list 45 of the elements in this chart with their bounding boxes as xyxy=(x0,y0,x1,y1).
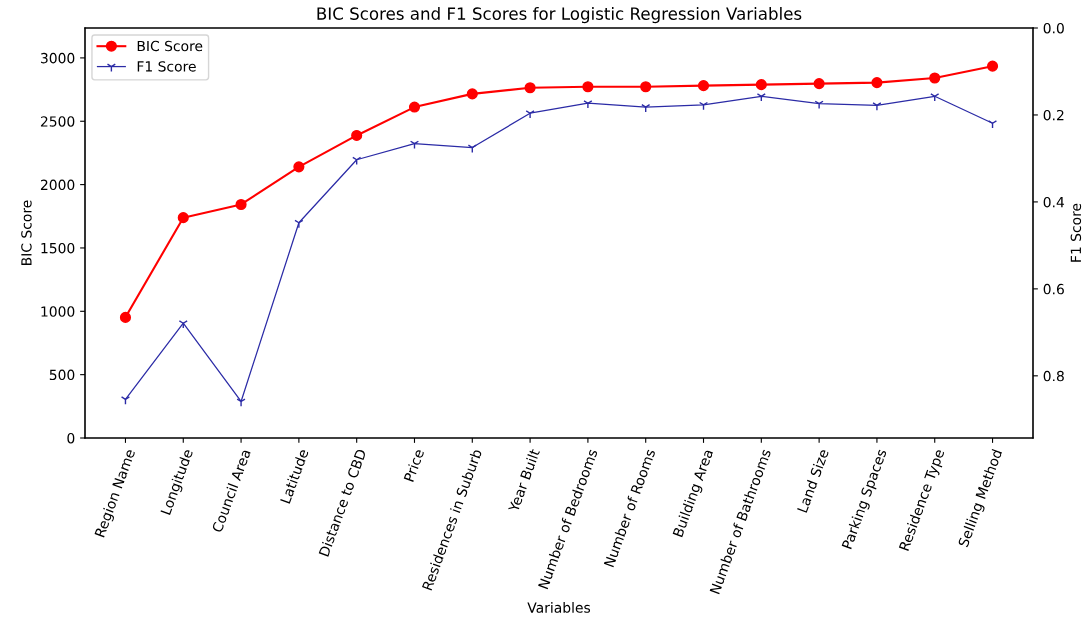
y2-axis-title: F1 Score xyxy=(1070,203,1082,262)
point xyxy=(293,161,305,173)
y-tick-label: 0 xyxy=(67,432,75,444)
point xyxy=(177,212,189,224)
y-tick-label: 2500 xyxy=(40,116,75,127)
y-tick-label: 1000 xyxy=(41,306,75,317)
y-tick-label: 2000 xyxy=(40,179,75,191)
point xyxy=(294,219,304,229)
y2-tick-label: 0.2 xyxy=(1043,109,1064,121)
legend-label: BIC Score xyxy=(137,40,203,52)
point xyxy=(986,60,999,72)
point xyxy=(524,82,536,94)
point xyxy=(466,88,478,100)
point xyxy=(119,311,132,323)
point xyxy=(525,110,535,119)
x-axis-title: Variables xyxy=(527,602,591,613)
y2-tick-label: 0.8 xyxy=(1043,370,1064,382)
point xyxy=(929,72,941,84)
point xyxy=(698,101,709,111)
point xyxy=(409,140,420,150)
y-axis-title: BIC Score xyxy=(21,200,32,265)
y2-tick-label: 0.4 xyxy=(1043,196,1065,208)
y2-tick-label: 0.0 xyxy=(1043,22,1064,34)
point xyxy=(872,102,882,111)
legend-label: F1 Score xyxy=(137,61,196,72)
y-tick-label: 500 xyxy=(49,369,75,381)
point xyxy=(814,100,824,110)
point xyxy=(583,100,593,109)
point xyxy=(755,79,767,91)
point xyxy=(813,78,825,90)
point xyxy=(236,398,246,408)
point xyxy=(408,101,421,113)
y-tick-label: 3000 xyxy=(40,52,75,64)
chart-title: BIC Scores and F1 Scores for Logistic Regression Variables xyxy=(317,7,802,24)
x-tick-label: Price xyxy=(403,448,425,482)
point xyxy=(582,81,594,93)
point xyxy=(871,77,883,89)
point xyxy=(640,81,652,93)
point xyxy=(351,129,363,141)
point xyxy=(235,198,247,211)
y2-tick-label: 0.6 xyxy=(1043,283,1064,295)
y-tick-label: 1500 xyxy=(41,242,75,254)
point xyxy=(697,80,710,92)
x-tick-label: Land Size xyxy=(796,448,829,513)
x-tick-label: Year Built xyxy=(507,448,541,513)
